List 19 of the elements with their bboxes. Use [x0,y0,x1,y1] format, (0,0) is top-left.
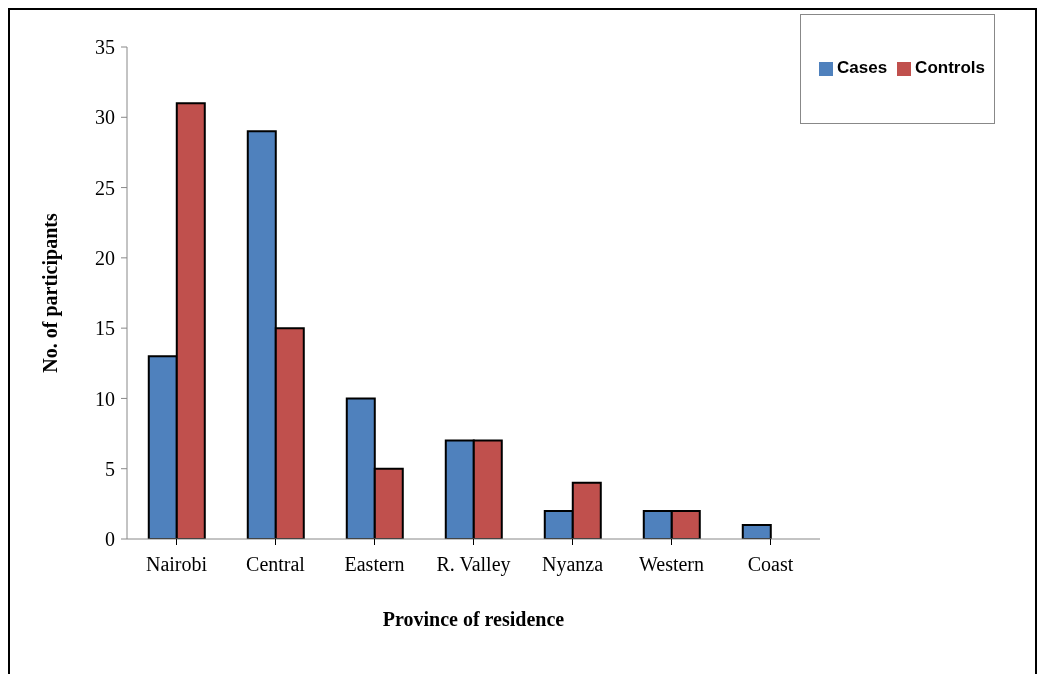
y-tick-label: 15 [95,317,115,340]
y-tick-label: 5 [105,457,115,480]
y-tick-label: 35 [95,36,115,59]
x-tick-label: R. Valley [436,553,511,577]
x-tick-label: Eastern [344,553,405,576]
x-tick-label: Nairobi [145,553,208,576]
y-tick-label: 30 [95,106,115,129]
legend-label: Cases [837,58,888,77]
y-tick-label: 25 [95,176,115,199]
y-tick-label: 0 [105,528,115,551]
y-tick-label: 10 [95,387,115,410]
y-axis-title: No. of participants [39,213,63,373]
y-tick-label: 20 [95,246,115,269]
legend-label: Controls [915,58,985,77]
x-axis-title: Province of residence [382,608,565,630]
x-tick-label: Western [638,553,705,576]
x-tick-label: Coast [747,553,794,576]
x-tick-label: Central [246,553,306,576]
x-tick-label: Nyanza [541,553,604,577]
